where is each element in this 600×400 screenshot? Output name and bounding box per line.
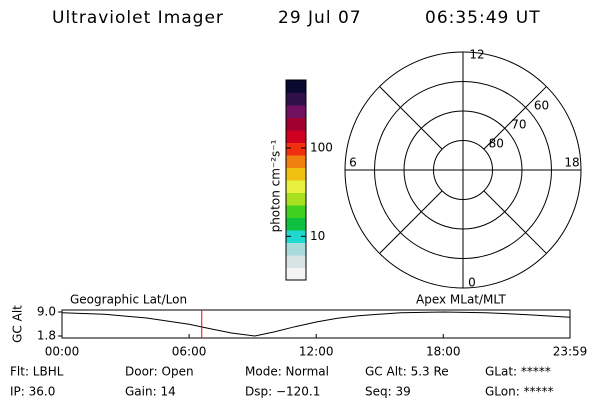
mlt-label: 18 <box>564 156 579 170</box>
y-tick-label: 9.0 <box>37 305 56 319</box>
colorbar-swatch <box>286 192 306 206</box>
date: 29 Jul 07 <box>278 8 362 28</box>
status-field: Mode: Normal <box>245 365 329 379</box>
colorbar-swatch <box>286 80 306 93</box>
colorbar-swatch <box>286 117 306 131</box>
latitude-label: 60 <box>534 99 549 113</box>
colorbar-swatch <box>286 142 306 156</box>
x-tick-label: 00:00 <box>45 345 80 359</box>
status-field: Seq: 39 <box>365 385 411 399</box>
colorbar-swatch <box>286 130 306 143</box>
x-tick-label: 06:00 <box>172 345 207 359</box>
y-tick-label: 1.8 <box>37 329 56 343</box>
colorbar-swatch <box>286 105 306 118</box>
colorbar-swatch <box>286 217 306 231</box>
colorbar-swatch <box>286 92 306 106</box>
colorbar-label: photon cm⁻²s⁻¹ <box>269 139 283 232</box>
colorbar-swatch <box>286 155 306 168</box>
diagonal-line <box>379 190 443 254</box>
diagonal-line <box>483 190 547 254</box>
colorbar-swatch <box>286 242 306 256</box>
status-field: Flt: LBHL <box>10 365 64 379</box>
colorbar-swatch <box>286 267 306 281</box>
colorbar-swatch <box>286 205 306 218</box>
latitude-label: 80 <box>489 137 504 151</box>
colorbar-swatch <box>286 180 306 193</box>
title: Ultraviolet Imager <box>52 8 224 28</box>
colorbar-swatch <box>286 255 306 268</box>
mlt-label: 0 <box>468 276 476 290</box>
status-field: Dsp: −120.1 <box>245 385 320 399</box>
mlt-label: 6 <box>349 156 357 170</box>
status-field: Door: Open <box>125 365 194 379</box>
x-tick-label: 18:00 <box>426 345 461 359</box>
status-field: Gain: 14 <box>125 385 176 399</box>
altitude-frame <box>61 309 571 339</box>
status-field: GC Alt: 5.3 Re <box>365 365 449 379</box>
colorbar-tick-label: 100 <box>310 141 333 155</box>
status-field: GLat: ***** <box>485 365 551 379</box>
status-field: GLon: ***** <box>485 385 554 399</box>
mlt-label: 12 <box>469 48 484 62</box>
geographic-label: Geographic Lat/Lon <box>70 293 187 307</box>
colorbar-swatch <box>286 230 306 243</box>
diagonal-line <box>483 86 547 150</box>
status-field: IP: 36.0 <box>10 385 55 399</box>
time: 06:35:49 UT <box>425 8 541 28</box>
latitude-label: 70 <box>511 118 526 132</box>
altitude-curve <box>61 311 571 337</box>
diagonal-line <box>379 86 443 150</box>
altitude-axis-label: GC Alt <box>11 305 25 343</box>
x-tick-label: 12:00 <box>299 345 334 359</box>
x-tick-label: 23:59 <box>553 345 588 359</box>
colorbar-swatch <box>286 167 306 181</box>
apex-label: Apex MLat/MLT <box>416 293 506 307</box>
colorbar-tick-label: 10 <box>310 229 325 243</box>
colorbar-frame <box>285 79 307 281</box>
